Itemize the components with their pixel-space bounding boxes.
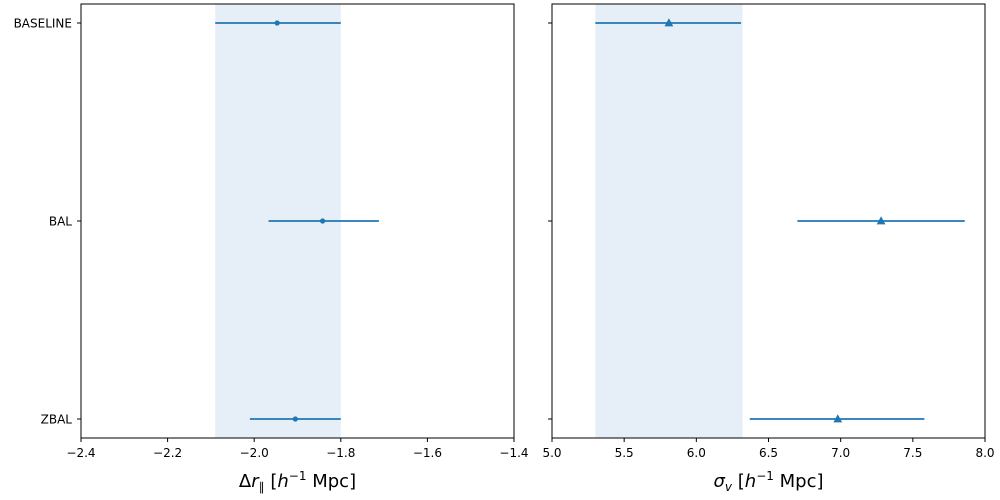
right-x-tick-label: 6.5: [759, 446, 778, 460]
left-point-zbal: [292, 416, 298, 422]
right-x-tick-label: 8.0: [975, 446, 994, 460]
left-x-axis-label-part: r: [251, 471, 260, 492]
right-x-axis-label-part: [: [732, 471, 745, 492]
left-x-axis-label-part: Mpc]: [307, 471, 357, 492]
left-x-axis-label-part: h: [277, 471, 288, 492]
right-x-tick-label: 7.5: [903, 446, 922, 460]
right-point-bal: [876, 216, 886, 225]
right-panel: 5.0 5.5 6.0 6.5 7.0 7.5 8.0 σv [h−1 Mpc]: [542, 3, 995, 494]
y-tick-label-zbal: ZBAL: [41, 413, 73, 427]
right-band: [595, 4, 743, 438]
right-x-tick-label: 5.0: [542, 446, 561, 460]
left-x-axis-label-part: −1: [289, 469, 307, 483]
left-x-tick-label: −1.6: [413, 446, 442, 460]
left-x-tick-label: −2.4: [66, 446, 95, 460]
right-x-axis-label-part: σ: [713, 471, 725, 492]
left-x-axis-label-part: [: [265, 471, 278, 492]
right-x-tick-label: 6.0: [687, 446, 706, 460]
right-x-axis-label-part: v: [725, 480, 733, 494]
y-tick-label-baseline: BASELINE: [14, 17, 72, 31]
left-x-tick-label: −1.4: [499, 446, 528, 460]
right-point-zbal: [833, 414, 843, 423]
left-point-bal: [320, 218, 326, 224]
left-panel: −2.4 −2.2 −2.0 −1.8 −1.6 −1.4BASELINEBALZBAL …: [14, 3, 529, 494]
right-point-baseline: [664, 18, 674, 27]
right-x-axis-label-part: −1: [756, 469, 774, 483]
left-x-axis-label-part: Δ: [239, 471, 252, 492]
left-x-axis-label: Δr∥ [h−1 Mpc]: [239, 469, 356, 494]
left-x-tick-label: −1.8: [326, 446, 355, 460]
right-x-axis-label-part: h: [745, 471, 756, 492]
right-x-axis-label: σv [h−1 Mpc]: [713, 469, 823, 494]
left-point-baseline: [274, 20, 280, 26]
right-x-tick-label: 5.5: [615, 446, 634, 460]
right-x-tick-label: 7.0: [831, 446, 850, 460]
left-x-axis-label-part: ∥: [259, 480, 265, 494]
left-x-tick-label: −2.2: [153, 446, 182, 460]
y-tick-label-bal: BAL: [49, 215, 72, 229]
left-x-tick-label: −2.0: [240, 446, 269, 460]
right-x-axis-label-part: Mpc]: [774, 471, 824, 492]
